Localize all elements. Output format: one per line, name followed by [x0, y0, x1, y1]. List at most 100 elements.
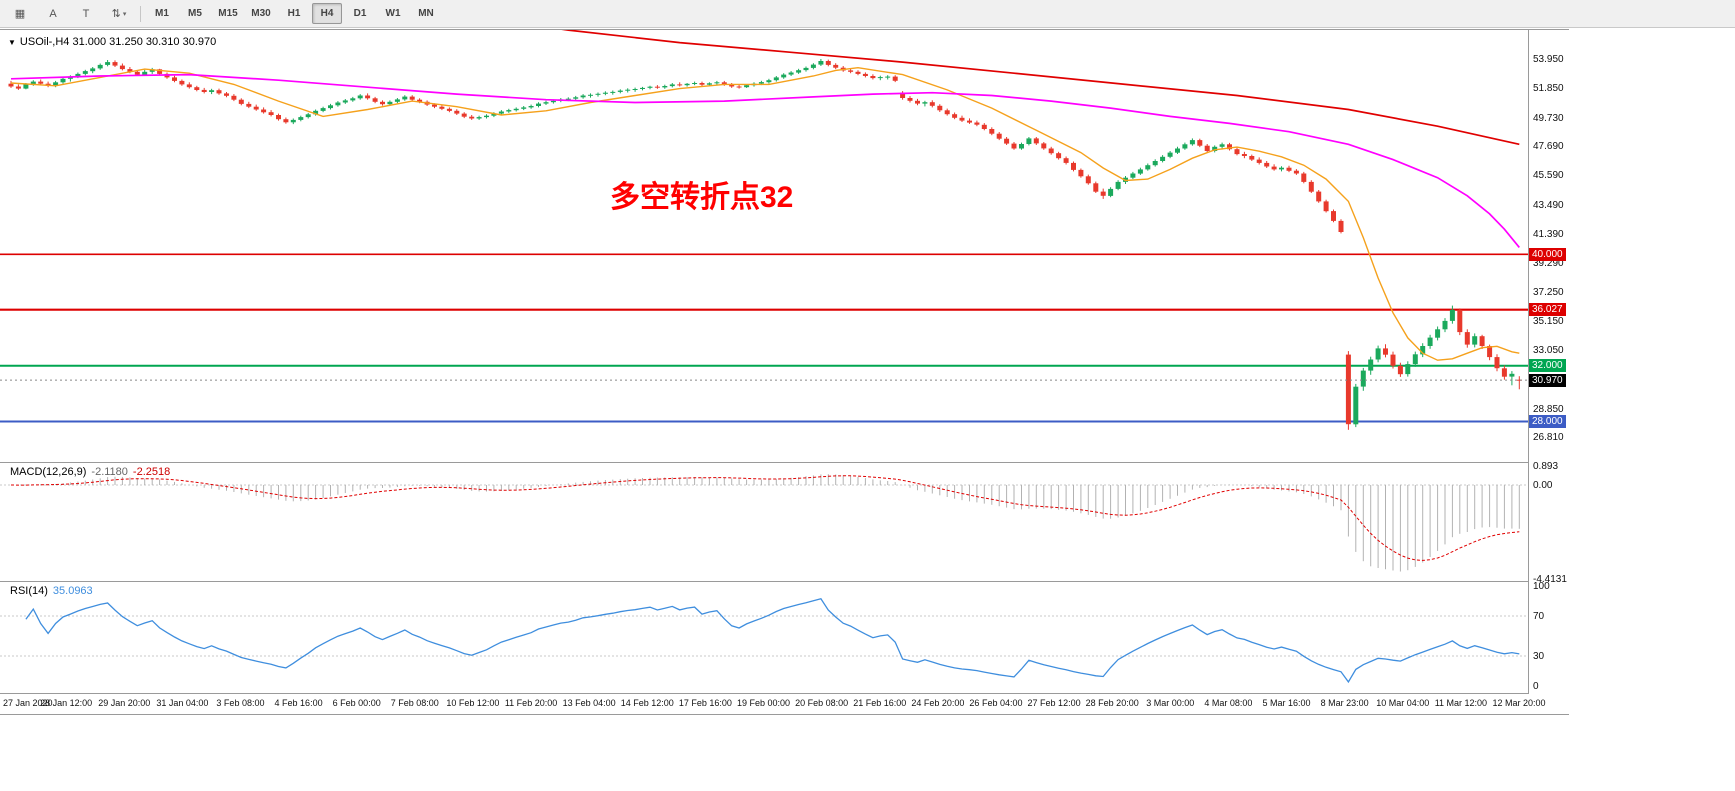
candle-body — [818, 61, 824, 65]
rsi-indicator-label: RSI(14) 35.0963 — [10, 585, 93, 597]
timeframe-button-m15[interactable]: M15 — [218, 8, 238, 19]
candle-body — [959, 117, 965, 121]
candle-body — [773, 77, 779, 81]
timeframe-button-d1[interactable]: D1 — [353, 8, 367, 19]
candle-body — [632, 89, 638, 90]
candle-body — [313, 110, 319, 115]
time-axis-label: 26 Feb 04:00 — [969, 698, 1023, 708]
candle-body — [201, 89, 207, 92]
candle-body — [929, 102, 935, 106]
candle-body — [1100, 191, 1106, 196]
candle-body — [996, 133, 1002, 139]
timeframe-button-m30[interactable]: M30 — [251, 8, 271, 19]
drawing-tools-group: ▦ A T ⇅ ▾ — [5, 3, 134, 24]
time-axis-label: 11 Feb 20:00 — [504, 698, 558, 708]
rsi-scale-label: 30 — [1533, 651, 1545, 662]
time-axis-label: 11 Mar 12:00 — [1434, 698, 1488, 708]
text-annotation-tool-button[interactable]: A — [49, 7, 57, 20]
candle-body — [186, 84, 192, 88]
candle-body — [53, 82, 59, 86]
candle-body — [1301, 173, 1307, 182]
time-scale[interactable]: 27 Jan 2020 28 Jan 12:00 29 Jan 20:00 31 Ja… — [0, 694, 1569, 714]
candle-body — [937, 105, 943, 111]
candle-body — [669, 84, 675, 87]
time-axis-label: 24 Feb 20:00 — [911, 698, 965, 708]
candle-body — [1449, 309, 1455, 321]
candle-body — [1033, 138, 1039, 144]
candle-body — [528, 106, 534, 108]
candle-body — [15, 86, 21, 89]
text-label-tool-button[interactable]: T — [82, 7, 90, 20]
candle-body — [134, 71, 140, 75]
candle-body — [1108, 188, 1114, 196]
candle-body — [439, 106, 445, 109]
candle-body — [157, 69, 163, 74]
candle-body — [417, 99, 423, 102]
price-axis-label: 41.390 — [1533, 228, 1564, 240]
candle-body — [602, 92, 608, 94]
candle-body — [454, 110, 460, 114]
candle-body — [699, 83, 705, 85]
candle-body — [855, 71, 861, 74]
candle-body — [1375, 348, 1381, 360]
price-axis-label: 26.810 — [1533, 432, 1564, 444]
pane-separator[interactable] — [0, 581, 1569, 582]
candle-body — [1279, 167, 1284, 170]
ma-slow-red-line — [561, 30, 1520, 146]
candle-body — [224, 93, 229, 96]
timeframe-button-m1[interactable]: M1 — [155, 8, 169, 19]
candle-body — [1041, 143, 1047, 149]
candle-body — [402, 96, 408, 100]
timeframe-button-w1[interactable]: W1 — [385, 8, 401, 19]
candle-body — [1093, 183, 1099, 192]
candle-body — [595, 93, 601, 95]
rsi-pane[interactable] — [0, 582, 1528, 693]
candle-body — [721, 82, 727, 85]
time-axis-label: 28 Feb 20:00 — [1085, 698, 1139, 708]
time-axis-label: 27 Jan 2020 — [3, 698, 53, 708]
time-axis-label: 6 Feb 00:00 — [332, 698, 381, 708]
candle-body — [1130, 173, 1136, 178]
candle-body — [365, 95, 371, 99]
candle-body — [625, 89, 631, 91]
price-axis-label: 37.250 — [1533, 286, 1564, 298]
timeframe-button-m5[interactable]: M5 — [188, 8, 202, 19]
level-price-tag: 32.000 — [1529, 359, 1566, 373]
candle-body — [30, 81, 36, 85]
timeframe-toolbar: M1 M5 M15 M30 H1 H4 D1 W1 MN — [147, 3, 441, 24]
tick-grid-tool-button[interactable]: ▦ — [14, 8, 26, 20]
macd-pane[interactable] — [0, 463, 1528, 581]
candle-body — [1197, 140, 1203, 146]
candle-body — [231, 95, 237, 100]
candle-body — [877, 77, 883, 79]
pane-separator[interactable] — [0, 462, 1569, 463]
candle-body — [1479, 336, 1485, 346]
candle-body — [796, 70, 802, 73]
candle-body — [662, 86, 668, 88]
current-price-tag: 30.970 — [1529, 373, 1566, 387]
time-axis-label: 20 Feb 08:00 — [795, 698, 849, 708]
candle-body — [907, 98, 913, 101]
collapse-arrow-icon[interactable]: ▼ — [8, 37, 16, 47]
timeframe-button-h1[interactable]: H1 — [287, 8, 301, 19]
candle-body — [758, 82, 764, 84]
timeframe-button-h4[interactable]: H4 — [312, 3, 342, 24]
candle-body — [1167, 152, 1173, 157]
annotation-text[interactable]: 多空转折点32 — [610, 181, 794, 214]
candle-body — [952, 114, 958, 118]
main-price-pane[interactable] — [0, 30, 1528, 463]
time-axis-label: 14 Feb 12:00 — [620, 698, 674, 708]
candle-body — [432, 104, 437, 107]
candle-body — [342, 100, 348, 103]
candle-body — [23, 84, 29, 89]
candle-body — [1338, 220, 1344, 232]
candle-body — [1383, 348, 1388, 355]
candle-body — [1264, 162, 1270, 167]
candle-body — [729, 84, 735, 87]
price-scale[interactable]: 53.950 51.850 49.730 47.690 45.590 43.490 41.3… — [1528, 30, 1570, 694]
pane-separator[interactable] — [0, 693, 1569, 694]
cycle-lines-tool-button[interactable]: ⇅ ▾ — [111, 8, 127, 20]
timeframe-button-mn[interactable]: MN — [418, 8, 434, 19]
candle-body — [714, 82, 720, 84]
time-axis-label: 5 Mar 16:00 — [1262, 698, 1311, 708]
